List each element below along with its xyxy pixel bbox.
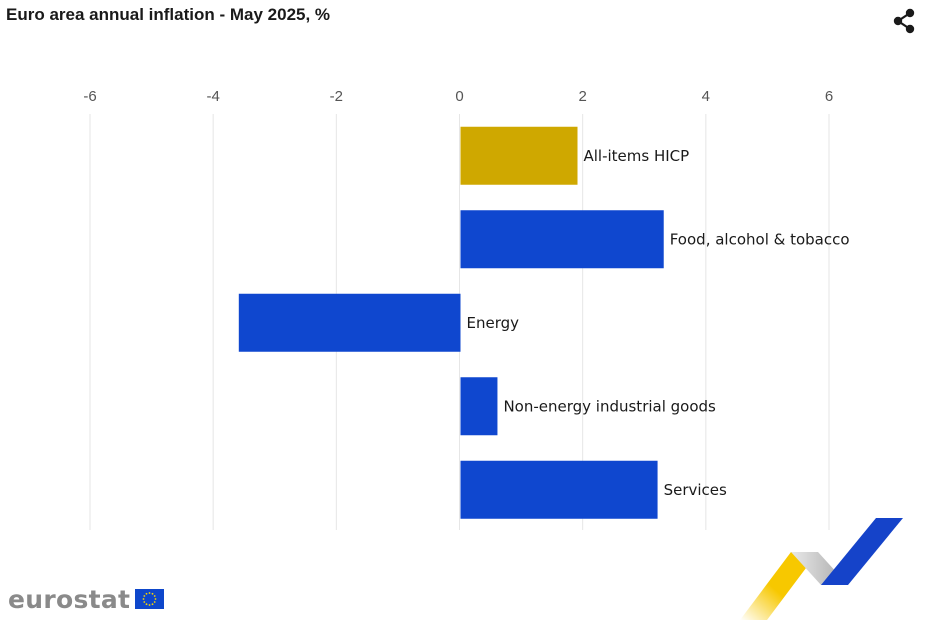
share-icon[interactable] [890,7,918,35]
x-tick-label: 0 [455,88,463,105]
bar-labels: All-items HICP Food, alcohol & tobacco Ene… [467,147,850,499]
page-title: Euro area annual inflation - May 2025, % [6,5,331,24]
bar-all-items-hicp[interactable] [460,126,578,185]
x-axis-tick-labels: -6 -4 -2 0 2 4 6 [83,88,833,105]
eu-flag-icon [135,589,165,609]
bar-food-alcohol-tobacco[interactable] [460,210,664,269]
logo-text: eurostat [8,584,131,614]
bar-non-energy-industrial-goods[interactable] [460,377,498,436]
x-tick-label: -6 [83,88,96,105]
eurostat-logo: eurostat [8,583,165,615]
x-tick-label: -2 [330,88,343,105]
bar-services[interactable] [460,460,658,519]
x-tick-label: -4 [206,88,219,105]
bar-energy[interactable] [238,293,461,352]
eurostat-ribbon-icon [740,518,903,620]
x-tick-label: 2 [578,88,586,105]
x-tick-label: 6 [825,88,833,105]
bars [238,126,664,519]
inflation-bar-chart: -6 -4 -2 0 2 4 6 All-items HICP Food, alcohol &… [83,88,850,530]
category-label: All-items HICP [584,147,690,165]
x-tick-label: 4 [702,88,710,105]
category-label: Services [664,481,727,499]
category-label: Energy [467,314,520,332]
category-label: Non-energy industrial goods [503,397,716,415]
category-label: Food, alcohol & tobacco [670,230,850,248]
